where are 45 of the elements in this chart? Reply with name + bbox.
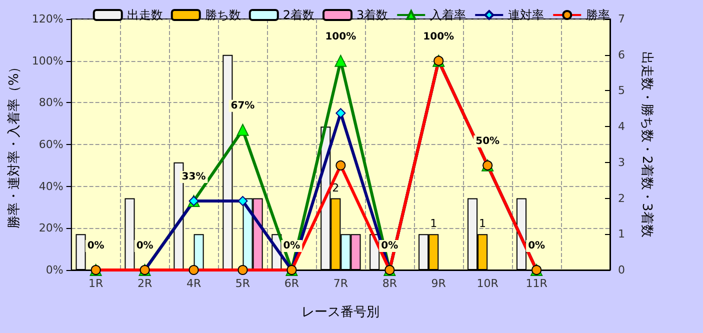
y-tick-label: 20% xyxy=(38,222,64,235)
data-label: 2 xyxy=(332,181,340,194)
y-tick-label: 60% xyxy=(38,138,64,151)
y2-axis-title: 出走数・勝ち数・2着数・3着数 xyxy=(639,52,655,238)
data-label: 100% xyxy=(423,31,454,42)
data-label: 0% xyxy=(136,240,154,252)
y-tick-label: 0% xyxy=(46,264,64,276)
y-tick-label: 120% xyxy=(32,12,64,26)
x-tick-label: 10R xyxy=(476,277,499,290)
y2-tick-label: 4 xyxy=(618,120,625,134)
y2-tick-label: 3 xyxy=(618,156,625,169)
y2-tick-label: 6 xyxy=(618,48,625,62)
y-axis-title: 勝率・連対率・入着率（%） xyxy=(6,60,22,229)
point xyxy=(238,196,248,206)
x-tick-label: 11R xyxy=(526,277,548,290)
x-tick-label: 8R xyxy=(382,277,398,290)
point xyxy=(236,124,249,136)
data-label: 0% xyxy=(87,240,104,252)
data-label: 67% xyxy=(230,100,255,112)
data-label: 50% xyxy=(476,136,500,147)
x-tick-label: 9R xyxy=(431,277,446,290)
y2-tick-label: 5 xyxy=(618,84,625,98)
data-label: 100% xyxy=(325,31,356,42)
y2-tick-label: 0 xyxy=(618,264,625,276)
y-tick-label: 100% xyxy=(32,54,64,68)
data-label: 0% xyxy=(381,240,398,252)
x-tick-label: 4R xyxy=(186,277,202,290)
x-tick-label: 5R xyxy=(235,277,250,290)
x-tick-label: 7R xyxy=(333,277,348,290)
x-tick-label: 6R xyxy=(284,277,300,290)
data-label: 0% xyxy=(528,240,546,252)
data-label: 1 xyxy=(430,217,438,230)
x-tick-label: 1R xyxy=(88,277,104,290)
x-axis-title: レース番号別 xyxy=(302,305,380,320)
data-label: 33% xyxy=(182,171,206,182)
y2-tick-label: 2 xyxy=(618,192,625,205)
x-tick-label: 2R xyxy=(137,277,152,290)
y-tick-label: 80% xyxy=(38,96,64,110)
y2-tick-label: 7 xyxy=(618,12,625,26)
data-label: 0% xyxy=(283,240,300,252)
y2-tick-label: 1 xyxy=(618,228,625,241)
y-tick-label: 40% xyxy=(38,180,64,193)
point xyxy=(334,54,347,67)
data-label: 1 xyxy=(479,217,486,230)
point xyxy=(336,108,346,118)
